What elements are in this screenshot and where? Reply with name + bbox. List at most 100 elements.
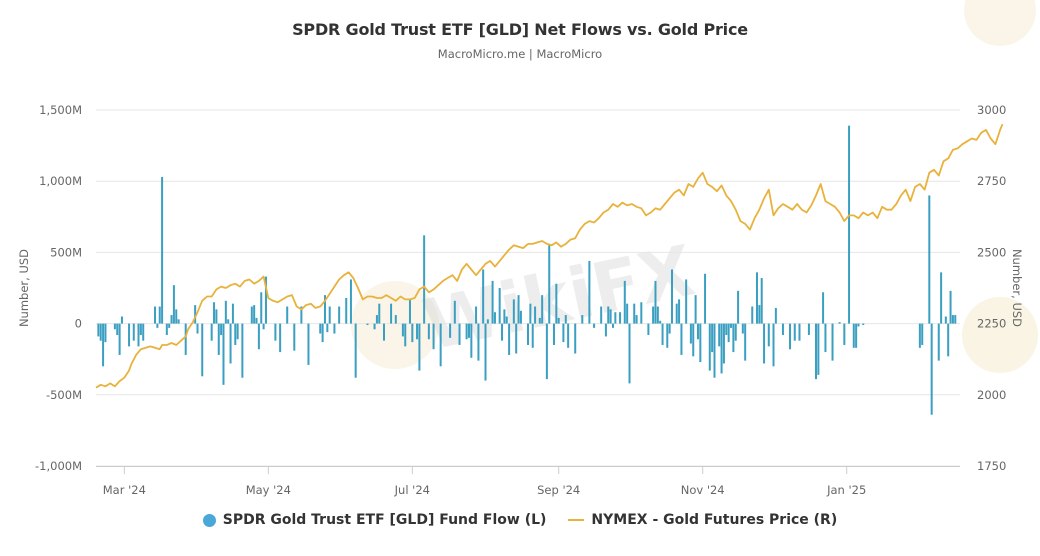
flow-bar	[323, 295, 326, 324]
flow-bar	[484, 323, 487, 381]
flow-bar	[366, 323, 369, 326]
flow-bar	[824, 323, 827, 353]
flow-bar	[512, 299, 515, 324]
flow-bar	[604, 323, 607, 337]
flow-bar	[236, 323, 239, 340]
flow-bar	[116, 323, 119, 335]
flow-bar	[328, 306, 331, 324]
flow-bar	[467, 323, 470, 338]
flow-bar	[534, 306, 537, 324]
flow-bar	[423, 235, 426, 324]
flow-bar	[635, 315, 638, 324]
flow-bar	[848, 125, 851, 324]
flow-bar	[531, 323, 534, 348]
flow-bar	[97, 323, 100, 337]
flow-bar	[838, 322, 841, 324]
flow-bar	[165, 323, 168, 335]
flow-bar	[807, 323, 810, 335]
flow-bar	[486, 319, 489, 324]
flow-bar	[609, 309, 612, 324]
legend-line-icon	[568, 519, 585, 521]
flow-bar	[755, 272, 758, 324]
flow-bar	[493, 312, 496, 324]
flow-bar	[711, 323, 714, 353]
left-tick-label: 1,500M	[39, 103, 82, 117]
flow-bar	[137, 323, 140, 347]
flow-bar	[675, 303, 678, 324]
flow-bar	[699, 323, 702, 363]
left-axis-title: Number, USD	[17, 249, 31, 327]
flow-bar	[274, 323, 277, 341]
flow-bar	[439, 323, 442, 367]
flow-bar	[222, 323, 225, 385]
flow-bar	[196, 323, 199, 334]
flow-bar	[611, 323, 614, 328]
gold-price-line	[95, 123, 1004, 389]
flow-bar	[465, 323, 468, 340]
flow-bar	[671, 269, 673, 324]
x-tick-label: Jan '25	[826, 483, 866, 497]
flow-bar	[562, 323, 565, 343]
legend-item-gold-price[interactable]: NYMEX - Gold Futures Price (R)	[568, 512, 837, 528]
legend-item-fund-flow[interactable]: SPDR Gold Trust ETF [GLD] Fund Flow (L)	[202, 512, 547, 528]
flow-bar	[656, 306, 659, 324]
right-tick-label: 1750	[977, 459, 1006, 473]
flow-bar	[696, 323, 699, 340]
flow-bar	[937, 323, 940, 361]
flow-bar	[817, 323, 820, 375]
flow-bar	[708, 323, 711, 371]
flow-bar	[661, 323, 664, 345]
flow-bar	[491, 280, 494, 324]
flow-bar	[789, 323, 792, 350]
flow-bar	[541, 295, 544, 324]
flow-bar	[822, 292, 825, 324]
flow-bar	[843, 323, 846, 345]
flow-bar	[470, 323, 473, 358]
flow-bar	[234, 323, 237, 345]
flow-bar	[918, 323, 921, 348]
flow-bar	[307, 323, 310, 365]
flow-bar	[862, 323, 865, 326]
right-tick-label: 2500	[977, 245, 1006, 259]
right-tick-label: 2250	[977, 317, 1006, 331]
flow-bar	[538, 317, 541, 324]
left-tick-label: -1,000M	[35, 459, 82, 473]
flow-bar	[552, 323, 555, 345]
flow-bar	[519, 310, 522, 324]
flow-bar	[168, 323, 171, 328]
flow-bar	[619, 312, 622, 324]
x-tick-label: Mar '24	[103, 483, 146, 497]
flow-bar	[201, 323, 204, 377]
flow-bar	[574, 323, 577, 354]
legend-label: SPDR Gold Trust ETF [GLD] Fund Flow (L)	[222, 512, 547, 528]
flow-bar	[477, 323, 480, 361]
flow-bar	[678, 299, 681, 324]
flow-bar	[262, 323, 265, 330]
right-axis-title: Number, USD	[1010, 249, 1024, 327]
flow-bar	[161, 176, 164, 324]
flow-bar	[588, 260, 591, 324]
watermark-logo-icon	[351, 281, 439, 369]
flow-bar	[763, 323, 766, 364]
flow-bar	[257, 323, 260, 350]
flow-bar	[210, 323, 213, 341]
flow-bar	[633, 303, 636, 324]
legend-label: NYMEX - Gold Futures Price (R)	[591, 512, 838, 528]
flow-bar	[654, 280, 657, 324]
flow-bar	[354, 323, 357, 378]
flow-bar	[921, 323, 924, 345]
flow-bar	[557, 317, 560, 324]
flow-bar	[99, 323, 102, 341]
flow-bar	[720, 323, 723, 374]
flow-bar	[345, 297, 348, 324]
flow-bar	[772, 323, 775, 367]
flow-bar	[694, 295, 697, 324]
flow-bar	[944, 316, 947, 324]
flow-bar	[951, 315, 954, 324]
left-tick-label: -500M	[46, 388, 82, 402]
flow-bar	[744, 323, 747, 361]
flow-bar	[855, 323, 858, 348]
flow-bar	[217, 323, 220, 355]
flow-bar	[220, 323, 223, 335]
flow-bar	[154, 306, 157, 324]
